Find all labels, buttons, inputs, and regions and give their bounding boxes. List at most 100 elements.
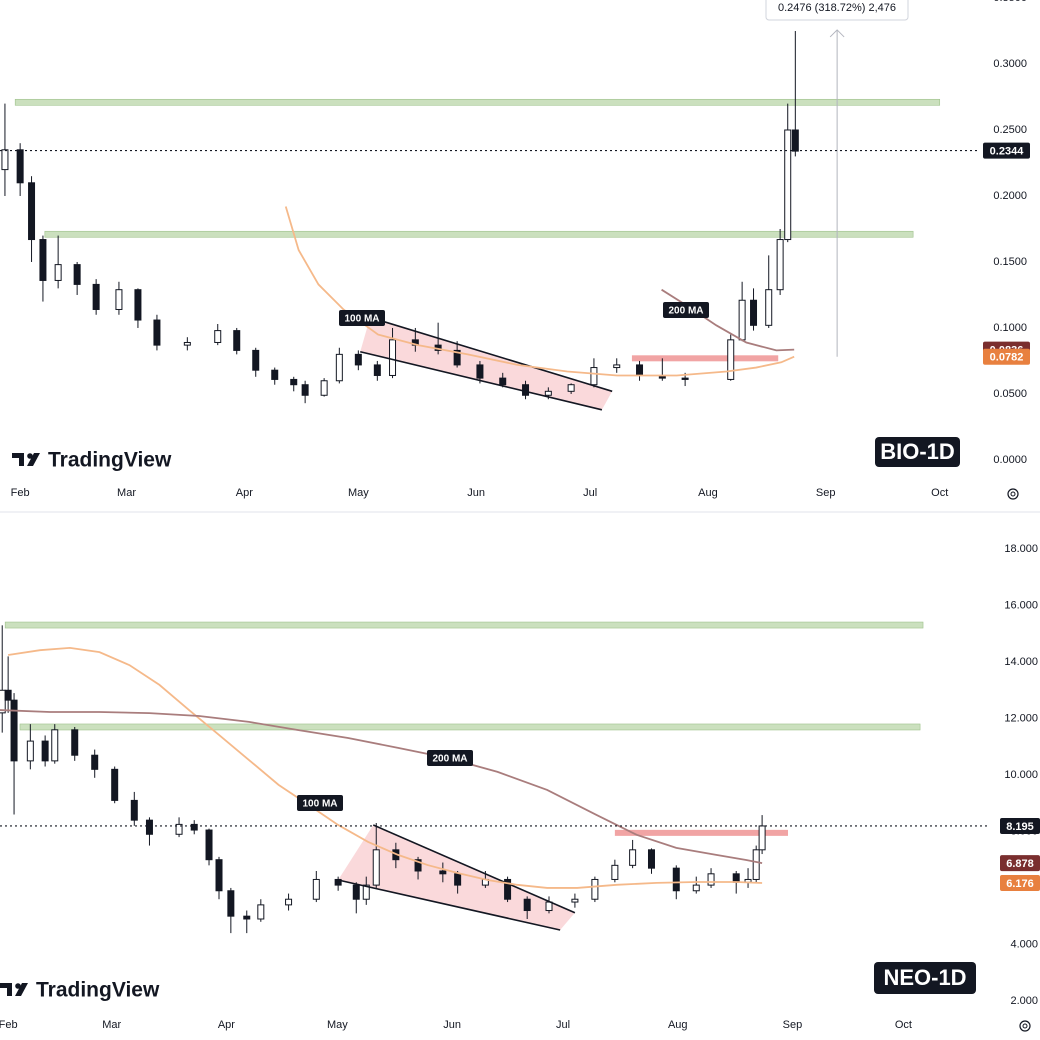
- ma-tag-bg: [663, 302, 709, 318]
- y-tick-label: 4.000: [1010, 938, 1038, 950]
- y-tick-label: 0.3000: [993, 58, 1027, 70]
- x-tick-label: Apr: [218, 1019, 235, 1031]
- candle-body: [544, 390, 552, 396]
- y-tick-label: 0.2000: [993, 190, 1027, 202]
- brand-logo: [12, 453, 40, 466]
- candle-body: [335, 353, 343, 382]
- y-tick-label: 12.000: [1004, 712, 1038, 724]
- candle-body: [205, 829, 213, 861]
- candle-body: [591, 878, 599, 900]
- brand-logo-slash: [27, 453, 40, 466]
- candle-body: [545, 901, 553, 912]
- candle-body: [707, 873, 715, 886]
- y-tick-label: 0.2500: [993, 124, 1027, 136]
- brand-name: TradingView: [48, 449, 172, 472]
- support-zone: [14, 98, 941, 106]
- candle-body: [354, 353, 362, 366]
- y-tick-label: 0.3500: [993, 0, 1027, 4]
- price-tag-bg: [983, 348, 1030, 365]
- settings-icon[interactable]: [1019, 1020, 1031, 1032]
- candle-body: [153, 319, 161, 346]
- brand-logo-stem: [19, 453, 24, 466]
- candle-body: [681, 377, 689, 380]
- settings-icon-core[interactable]: [1022, 1023, 1028, 1029]
- settings-icon-core[interactable]: [1010, 491, 1016, 497]
- wedge-trendline: [337, 879, 561, 931]
- candle-body: [16, 149, 24, 184]
- x-tick-label: Aug: [698, 487, 718, 499]
- price-tag: 8.195: [1006, 821, 1034, 833]
- settings-icon-ring[interactable]: [1019, 1020, 1031, 1032]
- candle-body: [414, 859, 422, 872]
- candle-body: [732, 873, 740, 883]
- brand-logo-stem: [7, 983, 12, 996]
- wedge-fill: [360, 317, 613, 410]
- candle-body: [0, 689, 6, 714]
- measure-label-bg: [765, 0, 909, 21]
- candle-body: [611, 864, 619, 880]
- candle-body: [243, 915, 251, 920]
- ma-tag: 100 MA: [302, 799, 337, 810]
- candle-body: [115, 289, 123, 310]
- candle-body: [758, 825, 766, 851]
- candle-body: [750, 299, 758, 326]
- x-tick-label: Sep: [783, 1019, 803, 1031]
- ticker: NEO-1D: [883, 965, 966, 990]
- price-tag-bg: [1000, 817, 1040, 834]
- settings-icon-ring[interactable]: [1007, 488, 1019, 500]
- candle-body: [476, 364, 484, 379]
- support-zone: [44, 230, 914, 238]
- x-tick-label: Mar: [102, 1019, 121, 1031]
- candle-body: [334, 878, 342, 886]
- ma-tag: 200 MA: [668, 306, 703, 317]
- chart-panel: 0.0000 0.0500 0.1000 0.1500 0.2000 0.2500 0.30…: [0, 0, 1030, 499]
- x-tick-label: Feb: [11, 487, 30, 499]
- settings-icon[interactable]: [1007, 488, 1019, 500]
- candle-body: [765, 289, 773, 326]
- ma-tag-bg: [297, 795, 343, 811]
- x-tick-label: May: [348, 487, 369, 499]
- measure-arrowhead: [829, 29, 845, 38]
- candle-body: [285, 898, 293, 906]
- candle-body: [352, 884, 360, 900]
- candle-body: [301, 384, 309, 396]
- x-tick-label: Jul: [583, 487, 597, 499]
- candle-body: [389, 339, 397, 376]
- resistance-zone: [631, 355, 779, 362]
- candle-body: [4, 689, 12, 701]
- candle-body: [1, 149, 9, 171]
- ma-tag-bg: [427, 750, 473, 766]
- brand-logo: [0, 983, 28, 996]
- x-tick-label: May: [327, 1019, 348, 1031]
- candle-body: [372, 849, 380, 886]
- x-tick-label: Aug: [668, 1019, 688, 1031]
- y-tick-label: 0.0000: [993, 454, 1027, 466]
- candle-body: [727, 339, 735, 380]
- candle-body: [145, 819, 153, 835]
- candle-body: [92, 283, 100, 310]
- candle-body: [439, 870, 447, 875]
- candle-body: [504, 878, 512, 900]
- moving-average-line: [284, 206, 795, 377]
- y-tick-label: 18.000: [1004, 543, 1038, 555]
- x-tick-label: Mar: [117, 487, 136, 499]
- candle-body: [362, 884, 370, 900]
- candle-body: [692, 884, 700, 892]
- price-tag: 0.2344: [990, 145, 1025, 157]
- candle-body: [590, 367, 598, 386]
- candle-body: [567, 384, 575, 392]
- candle-body: [39, 239, 47, 281]
- candle-body: [320, 380, 328, 396]
- x-tick-label: Jun: [467, 487, 485, 499]
- moving-average-line: [8, 647, 763, 889]
- y-tick-label: 2.000: [1010, 995, 1038, 1007]
- candle-body: [752, 849, 760, 880]
- candle-body: [636, 364, 644, 376]
- candle-body: [454, 873, 462, 886]
- moving-average-line: [0, 709, 763, 865]
- candle-body: [134, 289, 142, 321]
- candle-body: [312, 878, 320, 900]
